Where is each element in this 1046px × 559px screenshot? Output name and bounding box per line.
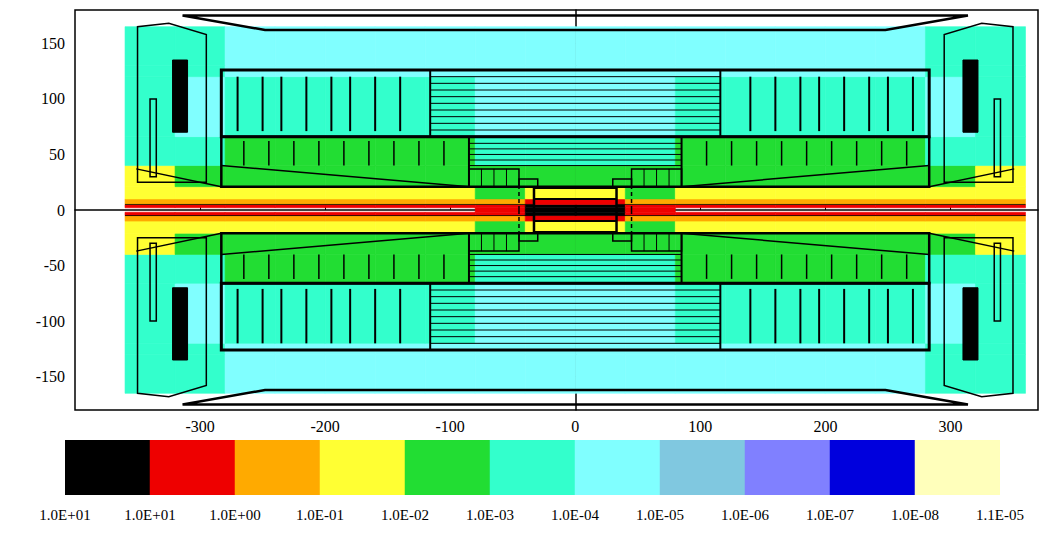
svg-text:50: 50 — [49, 146, 65, 163]
svg-text:1.0E-05: 1.0E-05 — [636, 507, 684, 523]
svg-text:1.0E+00: 1.0E+00 — [209, 507, 260, 523]
svg-text:300: 300 — [938, 418, 962, 435]
svg-text:1.1E-05: 1.1E-05 — [976, 507, 1024, 523]
svg-text:0: 0 — [571, 418, 579, 435]
svg-text:-200: -200 — [310, 418, 339, 435]
svg-text:-50: -50 — [44, 257, 65, 274]
svg-text:-100: -100 — [436, 418, 465, 435]
svg-text:150: 150 — [41, 35, 65, 52]
svg-text:1.0E+01: 1.0E+01 — [124, 507, 175, 523]
svg-text:1.0E-06: 1.0E-06 — [721, 507, 769, 523]
svg-text:0: 0 — [57, 202, 65, 219]
svg-text:100: 100 — [41, 90, 65, 107]
svg-text:1.0E-04: 1.0E-04 — [551, 507, 599, 523]
svg-text:1.0E-08: 1.0E-08 — [891, 507, 939, 523]
svg-text:1.0E+01: 1.0E+01 — [39, 507, 90, 523]
svg-text:-100: -100 — [36, 313, 65, 330]
svg-text:200: 200 — [813, 418, 837, 435]
svg-text:-150: -150 — [36, 368, 65, 385]
svg-text:1.0E-07: 1.0E-07 — [806, 507, 854, 523]
svg-text:-300: -300 — [185, 418, 214, 435]
svg-text:1.0E-03: 1.0E-03 — [466, 507, 514, 523]
svg-text:1.0E-01: 1.0E-01 — [296, 507, 344, 523]
svg-text:100: 100 — [688, 418, 712, 435]
svg-text:1.0E-02: 1.0E-02 — [381, 507, 429, 523]
